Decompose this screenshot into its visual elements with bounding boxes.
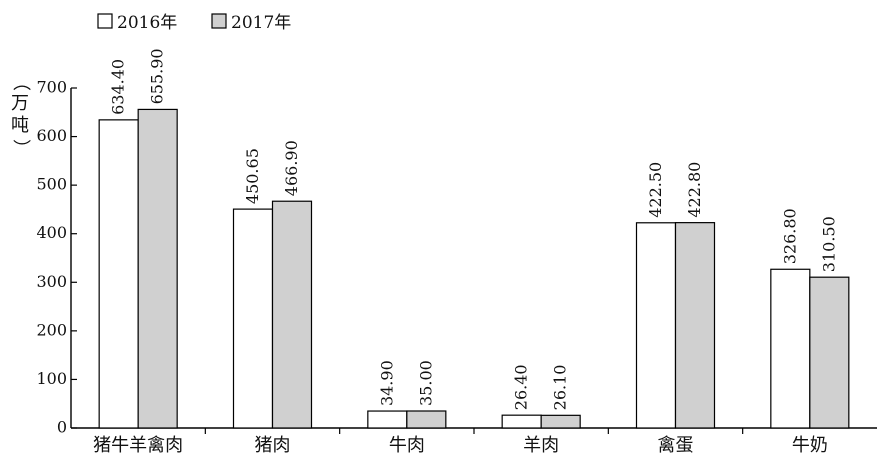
legend-swatch-2017 (211, 13, 227, 29)
category-label: 猪肉 (255, 435, 291, 456)
x-ticks (204, 428, 744, 434)
bar-2016 (232, 208, 274, 429)
data-label: 34.90 (377, 360, 396, 406)
data-label: 310.50 (819, 216, 838, 272)
category-label: 禽蛋 (658, 435, 694, 456)
data-label: 326.80 (780, 208, 799, 264)
legend-label-2017: 2017年 (231, 13, 291, 33)
y-tick-label: 500 (36, 175, 67, 194)
y-tick-label: 300 (36, 272, 67, 291)
bar-2016 (770, 268, 811, 429)
y-tick-label: 100 (36, 369, 67, 388)
bar-2016 (501, 414, 542, 429)
data-label: 35.00 (416, 360, 435, 406)
bar-2017 (809, 276, 850, 429)
y-tick-label: 400 (36, 223, 67, 242)
bar-2017 (540, 414, 581, 429)
bar-2017 (674, 222, 716, 429)
data-label: 450.65 (243, 148, 262, 204)
category-label: 猪牛羊禽肉 (93, 435, 183, 456)
bar-2017 (271, 200, 313, 429)
data-label: 26.10 (551, 365, 570, 411)
bar-2016 (367, 410, 408, 429)
category-label: 羊肉 (523, 435, 559, 456)
data-label: 466.90 (282, 140, 301, 196)
value-labels: 634.40 655.90 450.65 466.90 34.90 35.00 26.40 2… (109, 48, 839, 410)
y-axis-title-char: 吨 (11, 115, 29, 136)
data-label: 655.90 (148, 48, 167, 104)
data-label: 26.40 (512, 364, 531, 410)
y-axis-title: （ 万吨 ） (10, 73, 31, 157)
y-axis-title-char: ） (10, 139, 31, 157)
bar-2016 (98, 119, 139, 429)
bar-2017 (137, 108, 178, 429)
data-label: 422.50 (646, 162, 665, 218)
y-axis-title-char: （ (10, 73, 31, 91)
data-label: 634.40 (109, 59, 128, 115)
legend-swatch-2016 (97, 13, 113, 29)
y-ticks: 0 100 200 300 400 500 600 700 (36, 78, 77, 437)
category-labels: 猪牛羊禽肉 猪肉 牛肉 羊肉 禽蛋 牛奶 (93, 435, 828, 456)
y-axis-title-char: 万 (11, 93, 29, 114)
data-label: 422.80 (685, 162, 704, 218)
legend: 2016年 2017年 (97, 13, 291, 33)
y-tick-label: 700 (36, 78, 67, 97)
bars (98, 108, 850, 429)
category-label: 牛肉 (389, 435, 425, 456)
y-tick-label: 600 (36, 126, 67, 145)
category-label: 牛奶 (792, 435, 828, 456)
bar-2016 (635, 222, 677, 429)
y-tick-label: 200 (36, 320, 67, 339)
y-tick-label: 0 (57, 418, 67, 437)
legend-label-2016: 2016年 (117, 13, 177, 33)
bar-2017 (406, 410, 447, 429)
